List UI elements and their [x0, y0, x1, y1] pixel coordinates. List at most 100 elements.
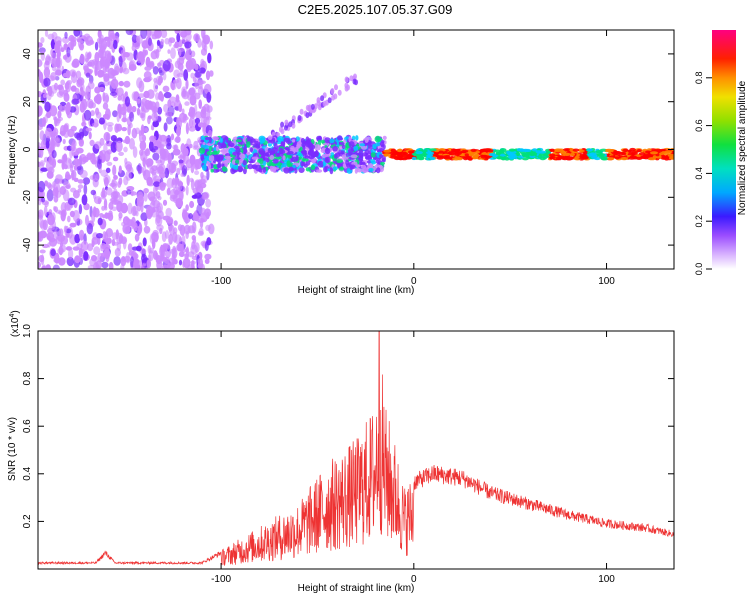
spectrogram-cell	[247, 163, 253, 170]
spectrogram-cell	[159, 245, 165, 257]
spectrogram-cell	[194, 180, 201, 191]
spectrogram-cell	[317, 139, 322, 146]
spectrogram-cell	[217, 141, 225, 146]
spectrogram-cell	[173, 79, 177, 84]
spectrogram-cell	[354, 168, 358, 174]
spectrogram-cell	[380, 161, 385, 166]
spectrogram-cell	[207, 163, 211, 170]
spectrogram-cell	[186, 174, 190, 186]
spectrogram-cell	[381, 154, 386, 162]
spectrogram-cell	[63, 43, 68, 50]
spectrogram-cell	[488, 152, 496, 157]
spectrogram-cell	[436, 156, 444, 160]
spectrogram-cell	[181, 91, 190, 100]
spectrogram-cell	[189, 87, 197, 100]
spectrogram-cell	[283, 124, 288, 131]
spectrogram-cell	[224, 161, 229, 168]
spectrogram-cell	[521, 152, 526, 156]
spectrogram-cell	[153, 250, 158, 260]
spectrogram-cell	[126, 52, 134, 61]
spectrogram-cell	[124, 157, 128, 165]
spectrogram-cell	[73, 177, 79, 182]
spectrogram-cell	[118, 80, 125, 87]
spectrogram-cell	[53, 195, 59, 203]
spectrogram-cell	[263, 157, 269, 161]
spectrogram-cell	[156, 202, 163, 214]
spectrogram-cell	[62, 126, 70, 138]
spectrogram-cell	[118, 165, 122, 174]
spectrogram-cell	[204, 136, 211, 141]
spectrogram-cell	[338, 167, 345, 171]
spectrogram-cell	[318, 135, 322, 141]
spectrogram-cell	[58, 84, 65, 97]
spectrogram-cell	[216, 163, 222, 169]
spectrogram-cell	[121, 127, 127, 132]
spectrogram-cell	[364, 156, 372, 160]
spectrogram-cell	[79, 53, 85, 65]
spectrogram-cell	[40, 37, 45, 44]
spectrogram-cell	[204, 241, 209, 252]
spectrogram-cell	[72, 146, 77, 152]
spectrogram-cell	[217, 155, 223, 162]
spectrogram-cell	[78, 229, 85, 241]
spectrogram-cell	[140, 107, 146, 119]
spectrogram-cell	[188, 126, 196, 132]
spectrogram-cell	[116, 87, 124, 97]
spectrogram-cell	[156, 214, 161, 224]
spectrogram-cell	[38, 105, 43, 117]
spectrogram-cell	[97, 69, 105, 78]
spectrogram-cell	[269, 155, 275, 160]
spectrogram-cell	[375, 159, 379, 164]
spectrogram-cell	[339, 142, 345, 146]
spectrogram-cell	[267, 147, 272, 154]
spectrogram-cell	[229, 142, 235, 147]
spectrogram-cell	[190, 163, 195, 174]
spectrogram-cell	[305, 167, 311, 172]
spectrogram-cell	[148, 140, 154, 152]
spectrogram-cell	[44, 101, 51, 112]
spectrogram-cell	[355, 164, 361, 168]
spectrogram-cell	[356, 167, 364, 173]
spectrogram-cell	[168, 224, 175, 236]
colorbar-ticks: 0.0 0.2 0.4 0.6 0.8	[694, 72, 712, 275]
snr-frame	[37, 330, 675, 570]
spectrogram-cell	[101, 261, 109, 269]
spectrogram-cell	[79, 170, 88, 179]
spectrogram-cell	[225, 153, 231, 157]
spectrogram-cell	[455, 151, 462, 155]
spectrogram-cell	[93, 246, 101, 255]
spectrogram-cell	[200, 48, 208, 56]
spectrogram-cell	[63, 92, 70, 102]
spectrogram-cell	[156, 224, 164, 231]
spectrogram-cell	[38, 70, 42, 75]
spectrogram-cell	[246, 151, 251, 156]
spectrogram-cell	[324, 137, 331, 144]
spectrogram-cell	[239, 153, 246, 159]
spectrogram-cell	[66, 256, 74, 267]
spectrogram-cell	[382, 135, 387, 140]
spectrogram-cell	[208, 129, 213, 138]
spectrogram-cell	[374, 135, 381, 143]
colorbar-tick-label: 0.6	[694, 119, 704, 132]
spectrogram-cell	[41, 196, 46, 203]
spectrogram-cell	[38, 42, 43, 48]
spectrogram-cell	[184, 30, 192, 36]
spectrogram-cell	[235, 139, 242, 143]
spectrogram-cell	[77, 184, 84, 189]
spectrogram-cell	[73, 158, 80, 166]
spectrogram-cell	[332, 166, 338, 171]
spectrogram-cell	[190, 178, 195, 191]
spectrogram-cell	[155, 48, 160, 59]
spectrogram-cell	[62, 138, 66, 145]
spectrogram-cell	[272, 158, 279, 164]
spectrogram-cell	[287, 151, 294, 155]
spectrogram-cell	[383, 153, 389, 157]
spectrogram-cell	[45, 127, 53, 139]
spectrogram-cell	[160, 30, 168, 39]
spectrogram-cell	[67, 215, 71, 223]
spectrogram-cell	[174, 234, 182, 245]
spectrogram-cell	[168, 233, 174, 245]
spectrogram-cell	[390, 155, 397, 159]
spectrogram-cell	[52, 264, 60, 269]
spectrogram-cell	[149, 101, 157, 111]
